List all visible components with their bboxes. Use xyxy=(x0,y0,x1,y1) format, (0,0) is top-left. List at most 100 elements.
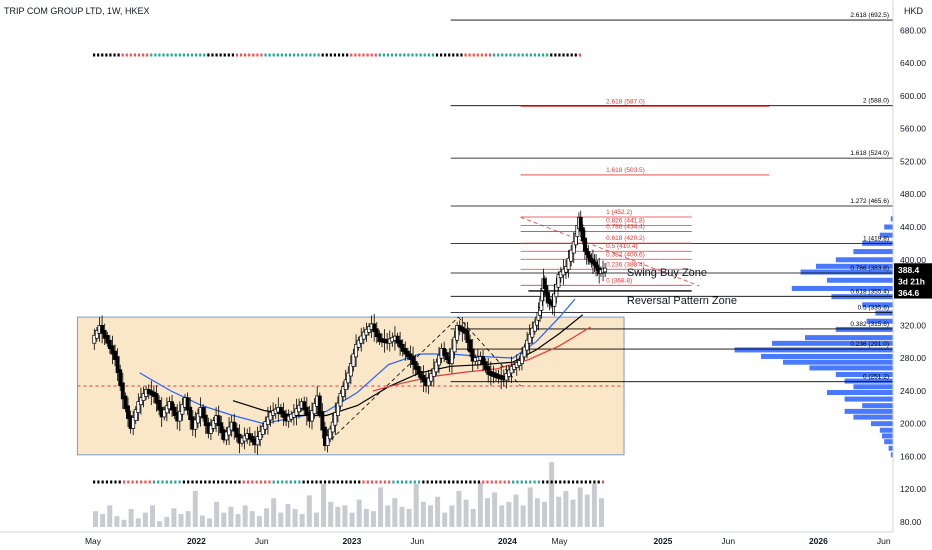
signal-dot xyxy=(264,53,267,57)
volume-profile-bar xyxy=(853,414,893,420)
candle-body xyxy=(219,422,224,434)
candle-body xyxy=(188,406,193,421)
volume-profile-bar xyxy=(884,224,893,230)
fib-ext-label: 0.826 (441.8) xyxy=(606,218,645,225)
signal-dot xyxy=(477,480,481,484)
candle-body xyxy=(123,395,128,410)
candle-body xyxy=(325,435,330,446)
candle-body xyxy=(100,325,105,334)
candle-body xyxy=(346,372,351,384)
y-tick-label: 640.00 xyxy=(900,58,926,68)
candle-body xyxy=(216,415,221,427)
y-tick-label: 80.00 xyxy=(900,517,922,527)
volume-bar xyxy=(513,494,519,527)
volume-profile-bar xyxy=(884,439,893,445)
signal-dot xyxy=(584,480,587,484)
x-tick-label: Jun xyxy=(877,536,891,546)
signal-dot xyxy=(567,480,570,484)
volume-bar xyxy=(278,512,284,527)
volume-bar xyxy=(285,503,291,527)
x-tick-label: Jun xyxy=(410,536,424,546)
candle-body xyxy=(351,353,356,367)
signal-dot xyxy=(388,480,391,484)
signal-dot xyxy=(129,53,132,57)
volume-bar xyxy=(164,516,170,527)
signal-dot xyxy=(578,53,581,57)
signal-dot xyxy=(460,53,463,57)
volume-profile-bar xyxy=(875,310,893,316)
volume-bar xyxy=(499,505,505,527)
signal-dot xyxy=(493,53,496,57)
signal-dot xyxy=(597,480,600,484)
y-tick-label: 400.00 xyxy=(900,255,926,265)
candle-body xyxy=(107,339,112,350)
signal-dot xyxy=(272,53,275,57)
volume-profile-bar xyxy=(866,318,893,324)
signal-dot xyxy=(468,53,471,57)
volume-bar xyxy=(591,483,597,527)
signal-dot xyxy=(497,53,500,57)
signal-dot xyxy=(435,53,439,57)
signal-dot xyxy=(520,480,523,484)
signal-dot xyxy=(558,53,561,57)
volume-bar xyxy=(93,511,98,527)
signal-dot xyxy=(494,480,498,484)
fib-level-label: 1 (419.8) xyxy=(863,236,889,243)
candle-body xyxy=(133,409,138,421)
signal-dot xyxy=(133,53,137,57)
volume-bar xyxy=(463,499,469,527)
signal-dot xyxy=(289,480,292,484)
candle-body xyxy=(304,406,309,416)
signal-dot xyxy=(366,480,369,484)
volume-bar xyxy=(542,501,547,527)
candle-body xyxy=(312,402,317,415)
fib-level-label: 0.5 (335.6) xyxy=(858,305,889,312)
signal-dot xyxy=(589,480,592,484)
volume-bar xyxy=(584,494,590,527)
signal-dot xyxy=(302,480,305,484)
signal-dot xyxy=(118,480,121,484)
signal-dot xyxy=(554,480,558,484)
candle-body xyxy=(94,330,99,339)
volume-bar xyxy=(335,506,341,527)
signal-dot xyxy=(182,480,186,484)
signal-dot xyxy=(399,53,402,57)
signal-dot xyxy=(374,53,377,57)
signal-dot xyxy=(252,53,255,57)
signal-dot xyxy=(411,53,414,57)
volume-bar xyxy=(221,512,227,527)
candle-body xyxy=(356,339,361,348)
volume-profile-bar xyxy=(734,347,893,353)
volume-bar xyxy=(442,512,448,527)
signal-dot xyxy=(321,53,324,57)
volume-bar xyxy=(356,499,362,527)
price-tag xyxy=(894,286,932,299)
signal-dot xyxy=(276,53,279,57)
volume-bar xyxy=(599,498,605,527)
volume-bar xyxy=(178,514,184,527)
signal-dot xyxy=(137,53,141,57)
x-tick-label: Jun xyxy=(255,536,269,546)
volume-bar xyxy=(242,505,248,527)
candle-body xyxy=(359,335,364,344)
signal-dot xyxy=(469,480,472,484)
candle-body xyxy=(302,401,307,411)
signal-dot xyxy=(195,53,198,57)
signal-dot xyxy=(276,480,280,484)
signal-dot xyxy=(386,53,390,57)
volume-profile-bar xyxy=(844,408,893,414)
candle-body xyxy=(532,321,537,332)
volume-bar xyxy=(506,501,512,527)
price-tag-label: 364.6 xyxy=(898,288,920,298)
volume-bar xyxy=(477,482,483,527)
signal-dot xyxy=(576,480,579,484)
candle-body xyxy=(120,382,125,400)
x-tick-label: 2023 xyxy=(342,536,361,546)
signal-dot xyxy=(460,480,463,484)
signal-dot xyxy=(328,480,331,484)
signal-dot xyxy=(244,53,247,57)
volume-profile-bar xyxy=(805,335,893,341)
signal-dot xyxy=(362,480,365,484)
signal-dot xyxy=(353,480,357,484)
